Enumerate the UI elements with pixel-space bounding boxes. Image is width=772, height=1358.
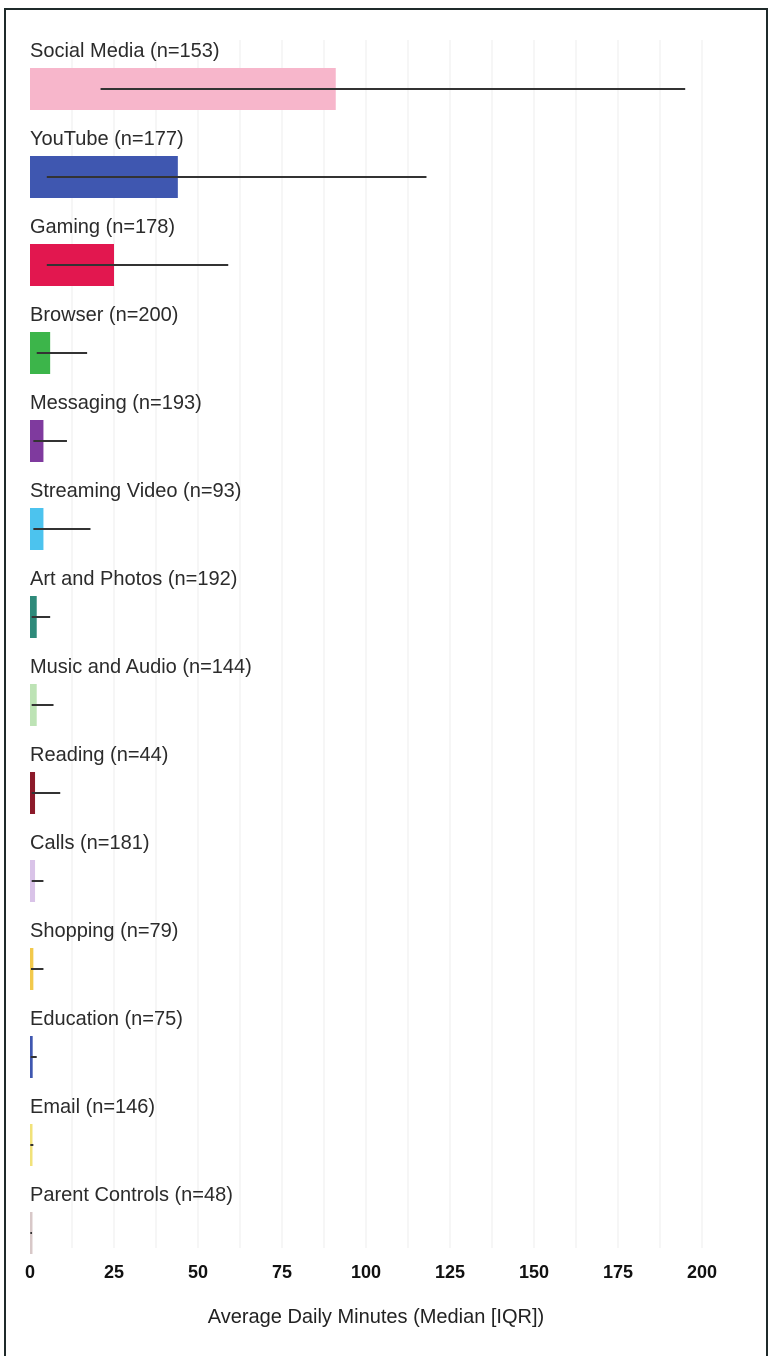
bars — [30, 68, 686, 1254]
category-label: Education (n=75) — [30, 1008, 183, 1030]
x-tick-label: 100 — [351, 1262, 381, 1282]
category-label: Music and Audio (n=144) — [30, 656, 252, 678]
x-tick-labels: 0 25 50 75 100 125 150 175 200 — [25, 1262, 717, 1282]
category-label: Parent Controls (n=48) — [30, 1184, 233, 1206]
x-tick-label: 125 — [435, 1262, 465, 1282]
category-labels: Social Media (n=153) YouTube (n=177) Gamin… — [30, 40, 252, 1206]
category-label: Email (n=146) — [30, 1096, 155, 1118]
category-label: Messaging (n=193) — [30, 392, 202, 414]
category-label: Reading (n=44) — [30, 744, 168, 766]
x-tick-label: 75 — [272, 1262, 292, 1282]
gridlines — [71, 40, 703, 1248]
x-tick-label: 25 — [104, 1262, 124, 1282]
x-tick-label: 200 — [687, 1262, 717, 1282]
x-tick-label: 50 — [188, 1262, 208, 1282]
category-label: Streaming Video (n=93) — [30, 480, 241, 502]
category-label: Social Media (n=153) — [30, 40, 220, 62]
category-label: Gaming (n=178) — [30, 216, 175, 238]
category-label: Art and Photos (n=192) — [30, 568, 237, 590]
category-label: Calls (n=181) — [30, 832, 150, 854]
x-tick-label: 0 — [25, 1262, 35, 1282]
x-axis-title: Average Daily Minutes (Median [IQR]) — [208, 1306, 544, 1328]
x-tick-label: 150 — [519, 1262, 549, 1282]
horizontal-bar-chart: Social Media (n=153) YouTube (n=177) Gamin… — [25, 40, 717, 1328]
chart-frame: Social Media (n=153) YouTube (n=177) Gamin… — [4, 8, 768, 1356]
category-label: Shopping (n=79) — [30, 920, 178, 942]
category-label: YouTube (n=177) — [30, 128, 184, 150]
category-label: Browser (n=200) — [30, 304, 178, 326]
x-tick-label: 175 — [603, 1262, 633, 1282]
